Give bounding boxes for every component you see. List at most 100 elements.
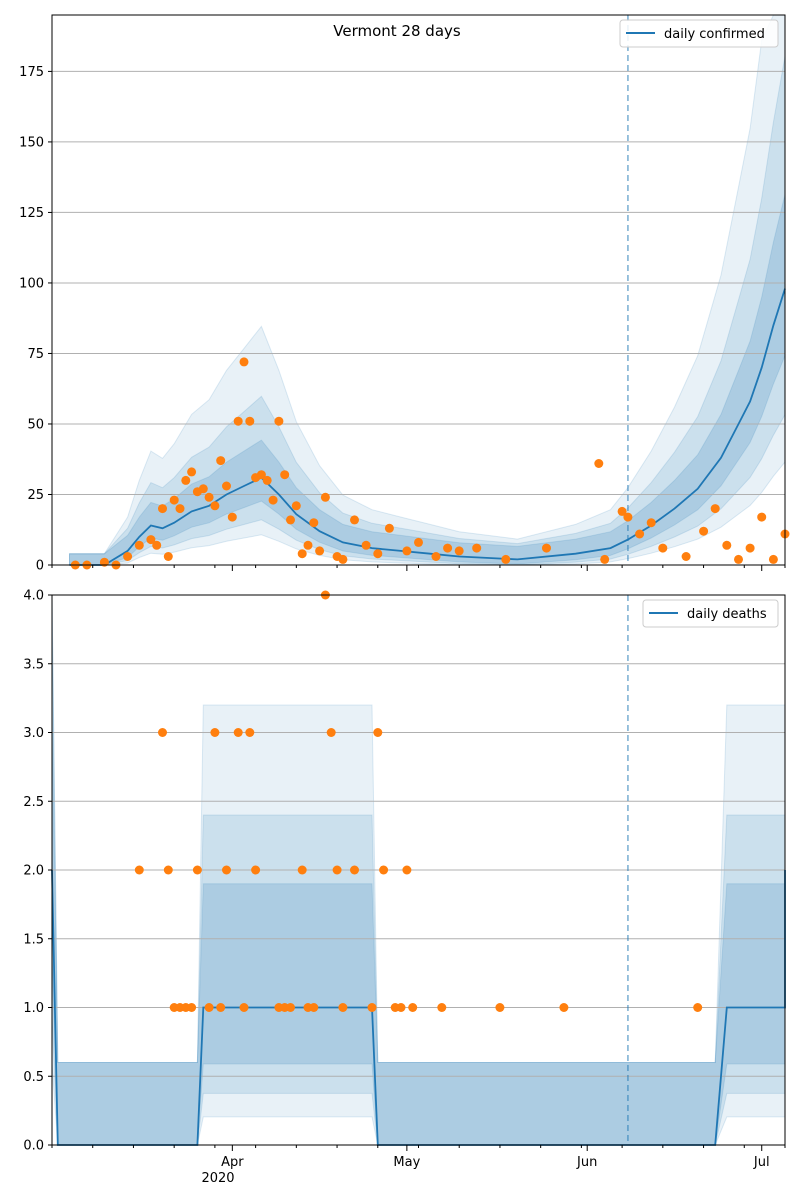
y-tick-label: 100: [19, 276, 44, 291]
observed-point: [646, 518, 656, 528]
observed-point: [402, 865, 412, 875]
observed-point: [373, 728, 383, 737]
observed-point: [379, 865, 389, 875]
observed-point: [734, 554, 743, 564]
observed-point: [152, 540, 162, 550]
observed-point: [245, 416, 255, 426]
y-tick-label: 25: [27, 488, 44, 503]
observed-point: [268, 495, 278, 505]
observed-point: [332, 865, 342, 875]
observed-point: [623, 512, 633, 522]
observed-point: [163, 552, 173, 561]
observed-point: [233, 416, 243, 426]
observed-point: [134, 540, 144, 550]
observed-point: [187, 467, 197, 477]
observed-point: [204, 1003, 214, 1012]
observed-point: [361, 540, 371, 550]
y-tick-label: 2.5: [23, 795, 44, 810]
y-tick-label: 175: [19, 65, 44, 80]
confirmed-legend-label: daily confirmed: [664, 27, 765, 42]
observed-point: [99, 557, 109, 567]
observed-point: [693, 1003, 703, 1012]
x-axis-year-label: 2020: [201, 1171, 234, 1186]
observed-point: [239, 357, 249, 367]
observed-point: [227, 512, 237, 522]
observed-point: [320, 492, 330, 502]
observed-point: [256, 470, 266, 480]
observed-point: [175, 504, 185, 514]
observed-point: [635, 529, 645, 539]
observed-point: [280, 470, 290, 480]
observed-point: [303, 540, 313, 550]
observed-point: [233, 728, 243, 737]
y-tick-label: 50: [27, 417, 44, 432]
observed-point: [245, 728, 255, 737]
observed-point: [402, 546, 412, 556]
observed-point: [658, 543, 668, 553]
observed-point: [594, 459, 604, 468]
observed-point: [163, 865, 173, 875]
deaths-y-axis: 0.0 0.5 1.0 1.5 2.0 2.5 3.0 3.5 4.0: [23, 589, 52, 1154]
y-tick-label: 2.0: [23, 864, 44, 879]
y-tick-label: 1.5: [23, 932, 44, 947]
observed-point: [309, 518, 319, 528]
y-tick-label: 4.0: [23, 589, 44, 604]
observed-point: [297, 549, 307, 559]
observed-point: [251, 865, 261, 875]
observed-point: [745, 543, 755, 553]
observed-point: [123, 552, 133, 561]
observed-point: [181, 475, 191, 485]
observed-point: [297, 865, 307, 875]
observed-point: [722, 540, 732, 550]
confirmed-series: [69, 288, 786, 566]
observed-point: [501, 554, 511, 564]
y-tick-label: 3.0: [23, 726, 44, 741]
observed-point: [216, 1003, 226, 1012]
deaths-panel: 0.0 0.5 1.0 1.5 2.0 2.5 3.0 3.5 4.0 Apr May Jun Jul…: [23, 589, 786, 1186]
observed-point: [222, 481, 231, 491]
series-line: [69, 288, 786, 566]
observed-point: [408, 1003, 418, 1012]
observed-point: [210, 501, 220, 511]
observed-point: [437, 1003, 447, 1012]
observed-point: [367, 1003, 377, 1012]
observed-point: [768, 554, 778, 564]
observed-point: [617, 506, 627, 516]
observed-point: [315, 546, 325, 556]
y-tick-label: 1.0: [23, 1001, 44, 1016]
observed-point: [158, 504, 167, 514]
deaths-legend-box: [642, 599, 779, 628]
observed-point: [286, 515, 295, 525]
observed-point: [169, 495, 179, 505]
observed-point: [146, 535, 156, 545]
observed-point: [222, 865, 231, 875]
observed-point: [373, 549, 383, 559]
observed-point: [187, 1003, 197, 1012]
deaths-legend: daily deaths: [642, 599, 779, 628]
observed-point: [338, 554, 348, 564]
observed-point: [431, 552, 441, 561]
confirmed-legend: daily confirmed: [619, 19, 779, 48]
observed-point: [350, 865, 359, 875]
x-tick-label: May: [393, 1155, 420, 1170]
y-tick-label: 0.5: [23, 1070, 44, 1085]
observed-point: [134, 865, 144, 875]
observed-point: [699, 526, 709, 536]
confirmed-panel: 0 25 50 75 100 125 150 175 Vermont 28 days dail…: [19, 14, 790, 574]
observed-point: [710, 504, 720, 514]
deaths-legend-label: daily deaths: [687, 607, 767, 622]
uncertainty-band-3: [51, 704, 786, 1146]
observed-point: [681, 552, 691, 561]
observed-point: [274, 416, 284, 426]
x-tick-label: Jul: [753, 1155, 770, 1170]
confirmed-legend-box: [619, 19, 779, 48]
x-tick-label: Jun: [576, 1155, 597, 1170]
y-tick-label: 0.0: [23, 1139, 44, 1154]
observed-point: [443, 543, 453, 553]
deaths-axes-frame: [51, 594, 786, 1146]
observed-point: [384, 523, 394, 533]
y-tick-label: 3.5: [23, 657, 44, 672]
y-tick-label: 150: [19, 135, 44, 150]
observed-point: [158, 728, 167, 737]
